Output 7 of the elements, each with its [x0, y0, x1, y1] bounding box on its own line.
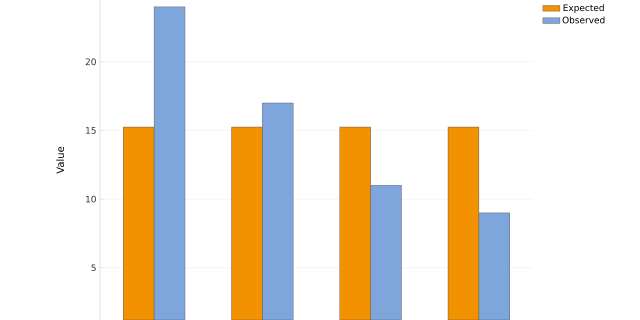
y-tick-label: 10: [86, 196, 96, 203]
y-axis-title: Value: [56, 146, 64, 174]
legend-label: Observed: [562, 16, 604, 24]
y-tick-label: 20: [86, 58, 96, 66]
y-tick-label: 5: [91, 264, 96, 272]
legend-label: Expected: [564, 4, 604, 13]
y-tick-label: 15: [86, 127, 96, 134]
